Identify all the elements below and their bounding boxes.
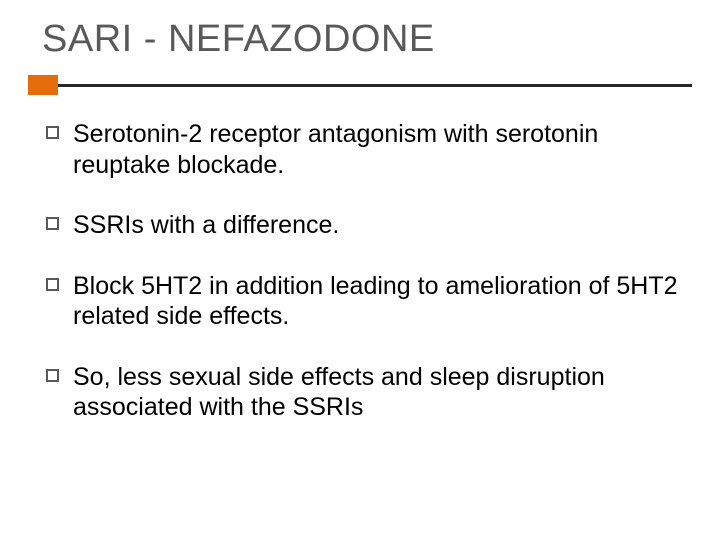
bullet-marker-icon	[46, 126, 59, 139]
list-item: So, less sexual side effects and sleep d…	[46, 362, 682, 423]
page-title: SARI - NEFAZODONE	[42, 18, 692, 61]
list-item: Serotonin-2 receptor antagonism with ser…	[46, 119, 682, 180]
bullet-list: Serotonin-2 receptor antagonism with ser…	[28, 119, 692, 423]
bullet-text: So, less sexual side effects and sleep d…	[73, 362, 682, 423]
bullet-text: SSRIs with a difference.	[73, 210, 339, 241]
accent-line	[58, 84, 692, 87]
bullet-marker-icon	[46, 369, 59, 382]
bullet-text: Serotonin-2 receptor antagonism with ser…	[73, 119, 682, 180]
bullet-marker-icon	[46, 278, 59, 291]
bullet-text: Block 5HT2 in addition leading to amelio…	[73, 271, 682, 332]
list-item: SSRIs with a difference.	[46, 210, 682, 241]
slide: SARI - NEFAZODONE Serotonin-2 receptor a…	[0, 0, 720, 540]
accent-block	[28, 75, 58, 95]
title-underline	[28, 75, 692, 95]
bullet-marker-icon	[46, 217, 59, 230]
list-item: Block 5HT2 in addition leading to amelio…	[46, 271, 682, 332]
